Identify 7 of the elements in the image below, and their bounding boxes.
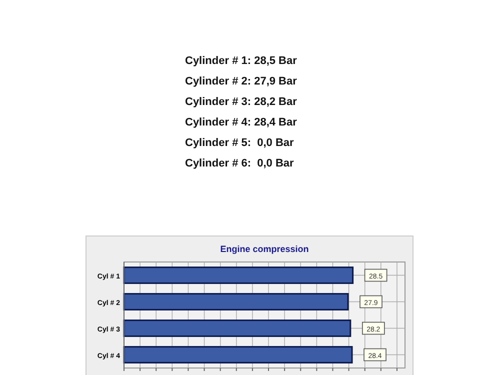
chart-title: Engine compression [220,244,309,254]
text: Cylinder # 4: 28,4 Bar [185,116,298,128]
text: Cylinder # 2: 27,9 Bar [185,76,298,88]
text: Cylinder # 5: 0,0 Bar [185,137,295,149]
text: Cylinder # 3: 28,2 Bar [185,96,298,108]
text: Cylinder # 1: 28,5 Bar [185,55,298,67]
text: Cylinder # 6: 0,0 Bar [185,158,295,170]
